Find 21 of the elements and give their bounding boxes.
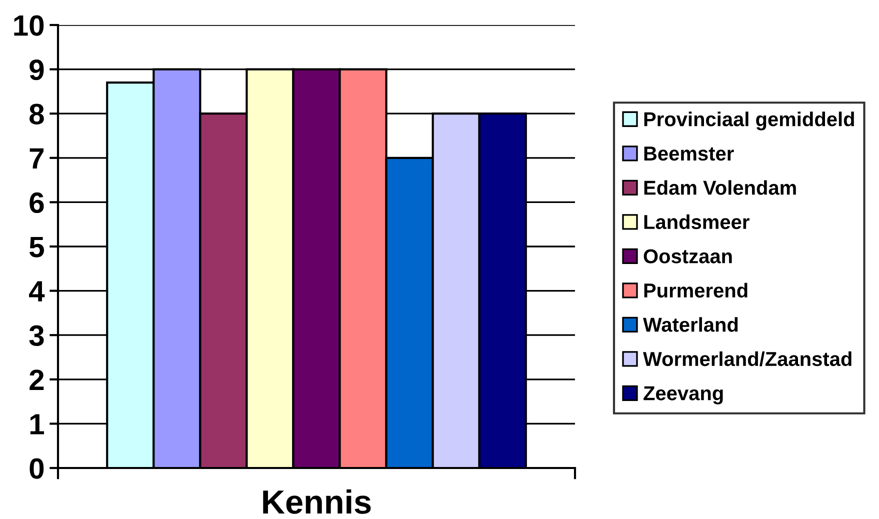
legend-label: Beemster — [644, 146, 734, 161]
legend-label: Oostzaan — [644, 249, 732, 264]
y-tick-label: 6 — [30, 192, 44, 214]
y-tick-label: 5 — [29, 237, 44, 258]
y-tick-label: 3 — [29, 325, 44, 346]
y-tick-label: 4 — [29, 281, 45, 302]
legend-label: Zeevang — [644, 386, 723, 404]
y-tick-label: 8 — [30, 104, 44, 124]
y-tick-label: 0 — [30, 458, 44, 479]
y-tick-label: 7 — [30, 148, 44, 168]
legend-label: Waterland — [643, 317, 738, 332]
y-tick-label: 1 — [30, 414, 44, 434]
legend-label: Provinciaal gemiddeld — [644, 112, 854, 130]
legend-label: Edam Volendam — [644, 180, 796, 195]
legend-label: Wormerland/Zaanstad — [643, 351, 852, 366]
x-axis-title: Kennis — [263, 489, 371, 514]
y-tick-label: 10 — [14, 15, 44, 36]
legend-label: Landsmeer — [644, 214, 750, 230]
y-tick-label: 2 — [30, 370, 44, 390]
y-tick-label: 9 — [30, 60, 44, 80]
legend-label: Purmerend — [644, 282, 748, 298]
